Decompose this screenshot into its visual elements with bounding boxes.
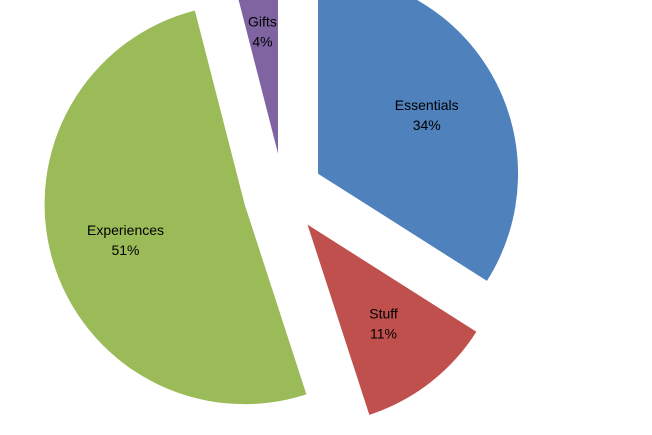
slice-value-label: 11% [370,326,397,342]
pie-slice-gifts [238,0,278,154]
pie-slices [44,0,519,415]
slice-category-label: Experiences [87,222,164,238]
slice-category-label: Essentials [395,97,459,113]
slice-label-gifts: Gifts 4% [248,13,277,49]
pie-slice-stuff [307,224,477,415]
slice-category-label: Stuff [369,306,398,322]
slice-label-essentials: Essentials 34% [395,97,459,133]
slice-category-label: Gifts [248,13,277,29]
pie-labels: Essentials 34% Stuff 11% Experiences 51% Gifts… [87,13,459,341]
slice-label-stuff: Stuff 11% [369,306,398,342]
pie-slice-experiences [44,10,307,405]
slice-value-label: 4% [252,33,272,49]
slice-value-label: 34% [413,117,441,133]
slice-value-label: 51% [111,242,139,258]
pie-slice-essentials [318,0,519,281]
slice-label-experiences: Experiences 51% [87,222,164,258]
